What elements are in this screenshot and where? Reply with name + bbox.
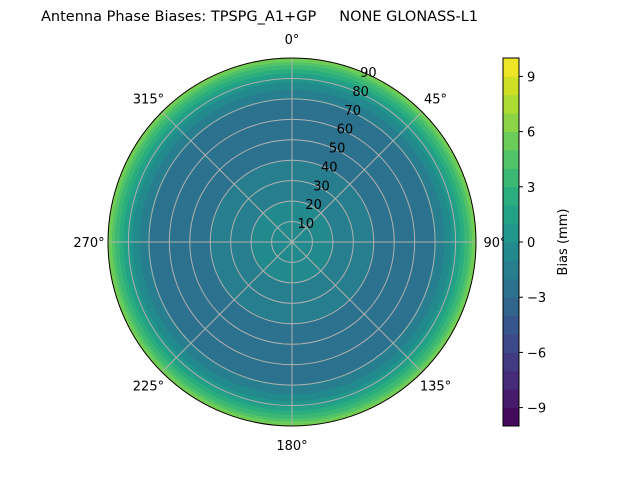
radial-tick-label: 80: [352, 85, 369, 100]
colorbar-level: [503, 352, 519, 372]
colorbar-level: [503, 94, 519, 114]
colorbar-level: [503, 186, 519, 206]
colorbar-level: [503, 370, 519, 390]
angular-gridline: [291, 241, 423, 373]
angular-gridline: [161, 241, 293, 373]
colorbar-tick-label: 3: [527, 181, 535, 196]
colorbar-level: [503, 150, 519, 169]
radial-tick-label: 50: [329, 142, 346, 157]
colorbar-tick-label: 9: [527, 70, 535, 85]
colorbar-level: [503, 76, 519, 96]
angular-tick-label: 180°: [276, 439, 307, 454]
colorbar-level: [503, 278, 519, 298]
angular-gridline: [291, 111, 423, 243]
radial-tick-label: 70: [344, 104, 361, 119]
colorbar-level: [503, 168, 519, 188]
colorbar-level: [503, 407, 519, 427]
colorbar-level: [503, 260, 519, 280]
angular-tick-label: 135°: [420, 380, 451, 395]
colorbar-level: [503, 113, 519, 133]
radial-tick-label: 40: [321, 160, 338, 175]
angular-gridline: [161, 111, 293, 243]
angular-tick-label: 270°: [73, 236, 104, 251]
colorbar-level: [503, 242, 519, 261]
colorbar-tick-label: −9: [527, 402, 546, 417]
colorbar-tick-label: −3: [527, 291, 546, 306]
colorbar-tick-label: 0: [527, 236, 535, 251]
colorbar-level: [503, 223, 519, 243]
radial-tick-label: 30: [313, 179, 330, 194]
colorbar-level: [503, 315, 519, 335]
angular-tick-label: 225°: [133, 380, 164, 395]
radial-tick-label: 20: [305, 198, 322, 213]
colorbar-tick-label: 6: [527, 126, 535, 141]
colorbar-level: [503, 205, 519, 225]
chart-title: Antenna Phase Biases: TPSPG_A1+GP NONE G…: [41, 9, 479, 25]
radial-tick-label: 90: [360, 66, 377, 81]
polar-frame: [107, 57, 477, 427]
colorbar-level: [503, 58, 519, 77]
colorbar-level: [503, 297, 519, 317]
angular-tick-label: 0°: [285, 33, 300, 48]
colorbar-level: [503, 334, 519, 353]
radial-tick-label: 10: [298, 217, 315, 232]
angular-tick-label: 315°: [133, 92, 164, 107]
angular-tick-label: 45°: [424, 92, 447, 107]
angular-tick-label: 90°: [483, 236, 506, 251]
colorbar-tick-label: −6: [527, 346, 546, 361]
colorbar-label: Bias (mm): [556, 209, 571, 276]
colorbar-level: [503, 131, 519, 151]
radial-tick-label: 60: [337, 123, 354, 138]
colorbar-level: [503, 389, 519, 409]
